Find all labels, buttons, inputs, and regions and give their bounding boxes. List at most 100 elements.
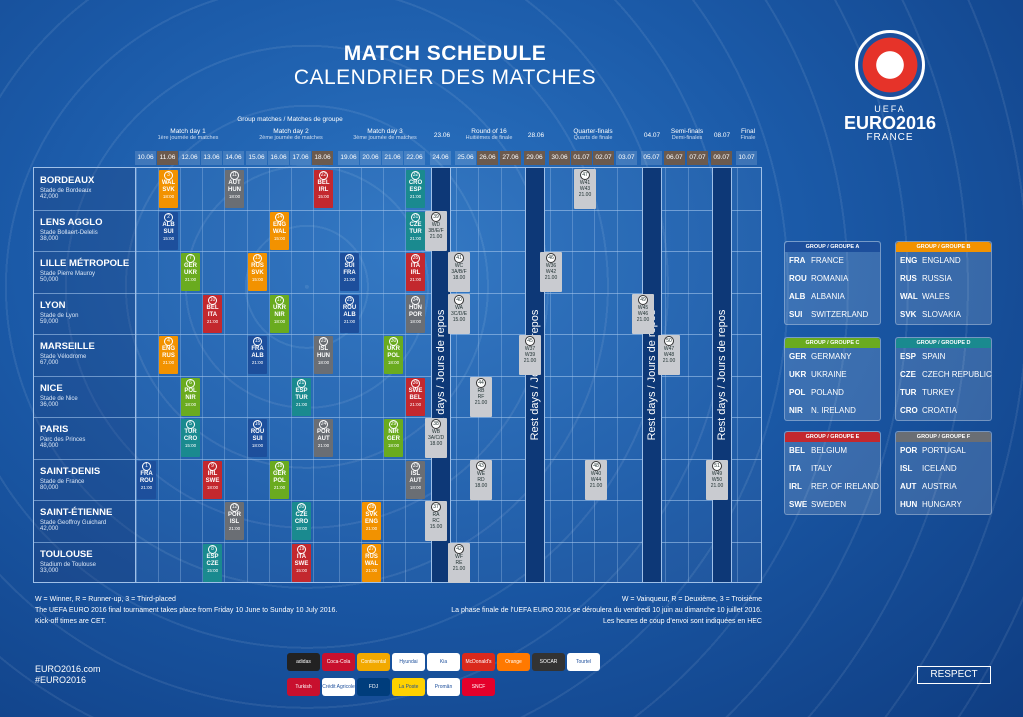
team-home: RA [432,512,440,518]
team-away: W39 [524,352,536,358]
group-team: TUR TURKEY [900,388,955,397]
team-away: ESP [409,187,422,193]
match-9: 9 IRL SWE 18:00 [203,460,222,499]
sponsor-logo: Orange [497,653,530,671]
team-away: W44 [590,476,602,483]
header-qf: Quarter-finals Quarts de finale [573,128,613,141]
team-home: HUN [409,304,422,311]
match-21: 21 ESP TUR 21:00 [292,377,311,416]
team-away: RUS [162,353,175,359]
venue-name: LYON [40,299,66,311]
team-home: ISL [318,346,329,352]
date-26.06: 26.06 [477,151,498,165]
sponsor-logo: Kia [427,653,460,671]
team-home: IRL [207,470,218,477]
venue-3: LYON Stade de Lyon 59,000 [40,293,134,325]
venue-stadium: Stade de Bordeaux [40,188,92,194]
group-team: HUN HUNGARY [900,500,962,509]
kickoff-time: 21.00 [523,358,537,364]
date-22.06: 22.06 [404,151,425,165]
date-05.07: 05.07 [641,151,662,165]
header-2306: 23.06 [433,132,451,139]
kickoff-time: 21.00 [662,358,676,364]
venue-4: MARSEILLE Stade Vélodrome 67,000 [40,334,134,366]
match-number: 39 [431,211,441,222]
team-home: WA [455,304,463,311]
group-team: RUS RUSSIA [900,274,952,283]
team-away: HUN [228,187,241,193]
match-number: 51 [712,460,722,471]
match-number: 27 [367,544,376,554]
team-away: 3A/B/F [451,269,467,275]
match-16: 16 ROU SUI 18:00 [248,419,267,457]
kickoff-time: 21:00 [317,443,330,448]
group-title: GROUP / GROUPE B [896,242,991,252]
venue-cap: 38,000 [40,235,59,242]
team-home: UKR [387,346,400,352]
header-2806: 28.06 [527,132,545,139]
team-away: 3A/C/D [427,435,445,441]
kickoff-time: 21:00 [409,235,422,241]
group-team: ALB ALBANIA [789,292,845,301]
match-11: 11 AUT HUN 18:00 [225,170,244,208]
match-number: 19 [297,544,306,554]
team-home: BEL [206,304,219,311]
kickoff-time: 18:00 [273,318,286,324]
team-home: GER [272,470,286,477]
date-25.06: 25.06 [455,151,476,165]
team-home: SWE [408,387,423,394]
header-sf: Semi-finals Demi-finales [670,128,704,141]
kickoff-time: 21:00 [228,526,241,531]
sponsor-logo: La Poste [392,678,425,696]
group-team: POL POLAND [789,388,844,397]
trophy-icon [855,30,925,100]
match-7: 7 GER UKR 21:00 [181,253,200,291]
match-number: 22 [319,171,328,180]
match-number: 47 [580,170,590,180]
team-home: GER [183,263,197,269]
kickoff-time: 21:00 [365,567,378,573]
match-number: 3 [164,171,173,180]
team-away: 3C/D/E [450,310,468,317]
match-number: 23 [319,337,328,346]
kickoff-time: 15:00 [273,235,286,241]
group-B: GROUP / GROUPE B ENG ENGLAND RUS RUSSIA WAL WA… [895,241,992,325]
team-home: SVK [365,512,378,518]
match-number: 41 [454,253,464,263]
kickoff-time: 21.00 [589,482,603,489]
team-home: UKR [273,304,286,311]
team-away: ROU [139,477,154,484]
group-A: GROUP / GROUPE A FRA FRANCE ROU ROMANIA ALB AL… [784,241,881,325]
team-away: SUI [163,228,174,235]
match-number: 2 [164,212,173,222]
match-number: 1 [142,461,151,471]
match-20: 20 CZE CRO 18:00 [292,502,311,540]
team-away: IRL [410,270,421,276]
team-away: WAL [272,228,287,235]
knockout-match-46: 46 W36 W42 21.00 [540,252,562,292]
kickoff-time: 18:00 [409,484,422,490]
match-33: 33 ISL AUT 18:00 [406,460,425,499]
sponsor-logo: McDonald's [462,653,495,671]
kickoff-time: 18:00 [206,484,219,490]
team-home: WB [431,429,441,435]
group-team: CRO CROATIA [900,406,957,415]
group-team: ISL ICELAND [900,464,957,473]
match-number: 48 [591,460,601,471]
group-title: GROUP / GROUPE D [896,338,991,348]
group-team: WAL WALES [900,292,950,301]
team-home: CZE [409,221,422,228]
kickoff-time: 18.00 [429,441,443,447]
match-number: 5 [186,420,195,429]
sponsor-logos: adidas Coca-Cola Continental Hyundai Kia McDo… [286,652,616,702]
header-md1: Match day 1 1ère journée de matches [157,128,219,141]
team-away: AUT [409,477,422,484]
match-number: 11 [230,171,239,180]
date-27.06: 27.06 [500,151,521,165]
group-F: GROUP / GROUPE F POR PORTUGAL ISL ICELAND AUT… [895,431,992,515]
match-number: 46 [546,253,556,263]
date-03.07: 03.07 [616,151,637,165]
team-away: IRL [318,187,329,193]
kickoff-time: 21:00 [140,484,153,490]
venue-name: MARSEILLE [40,341,95,352]
